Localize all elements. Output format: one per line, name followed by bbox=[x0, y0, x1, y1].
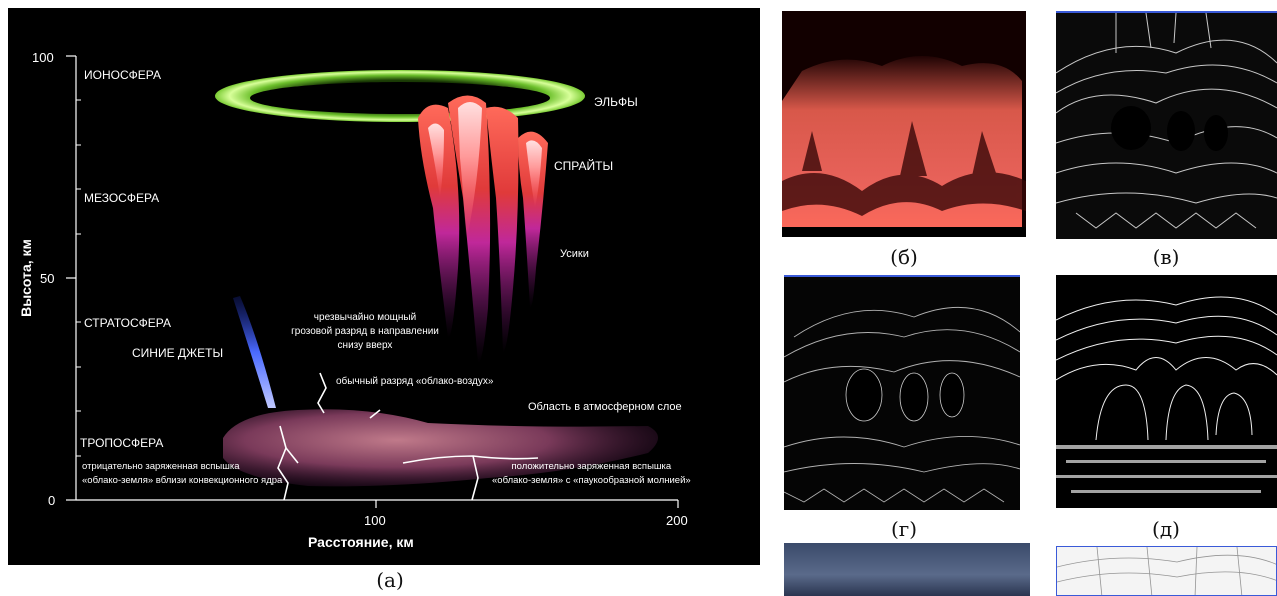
blue-jet-shape bbox=[233, 296, 276, 408]
layer-mesosphere: МЕЗОСФЕРА bbox=[84, 191, 160, 205]
caption-a: (a) bbox=[376, 568, 404, 592]
note-gigantic-jet-line1: чрезвычайно мощный bbox=[313, 312, 417, 323]
note-gigantic-jet-line2: грозовой разряд в направлении bbox=[291, 326, 439, 337]
note-positive-flash-line2: «облако-земля» с «паукообразной молнией» bbox=[492, 475, 691, 486]
x-axis-title: Расстояние, км bbox=[308, 534, 414, 550]
lightning-bolts bbox=[277, 372, 539, 501]
panel-g-partial-edge-map bbox=[1056, 546, 1277, 596]
thundercloud-shape bbox=[223, 409, 658, 487]
contour-map-e-image bbox=[1056, 275, 1277, 508]
atmosphere-illustration bbox=[66, 55, 679, 508]
panel-f-partial-photo bbox=[784, 543, 1030, 596]
note-gigantic-jet-line3: снизу вверх bbox=[337, 340, 393, 351]
caption-c: (в) bbox=[1152, 245, 1180, 269]
x-tick-label-100: 100 bbox=[364, 513, 386, 528]
x-tick-label-200: 200 bbox=[666, 513, 688, 528]
note-positive-flash: положительно заряженная вспышка «облако-… bbox=[492, 460, 691, 488]
panel-b-sprite-photo bbox=[782, 11, 1026, 237]
layer-ionosphere: ИОНОСФЕРА bbox=[84, 68, 161, 82]
note-negative-flash-line1: отрицательно заряженная вспышка bbox=[82, 461, 240, 472]
layer-stratosphere: СТРАТОСФЕРА bbox=[84, 316, 171, 330]
caption-b: (б) bbox=[890, 245, 918, 269]
note-gigantic-jet: чрезвычайно мощный грозовой разряд в нап… bbox=[260, 311, 470, 353]
edge-map-d-image bbox=[784, 277, 1020, 510]
sprites-shape bbox=[418, 95, 548, 363]
partial-edge-map-image bbox=[1057, 547, 1276, 595]
caption-e: (д) bbox=[1152, 517, 1180, 541]
atmosphere-diagram: 100 50 0 100 200 Расстояние, км Высота, … bbox=[8, 8, 760, 565]
y-tick-label-50: 50 bbox=[40, 271, 55, 286]
y-tick-label-100: 100 bbox=[32, 50, 54, 65]
note-cloud-to-air: обычный разряд «облако-воздух» bbox=[336, 376, 494, 387]
label-blue-jets: СИНИЕ ДЖЕТЫ bbox=[132, 346, 224, 360]
y-tick-label-0: 0 bbox=[48, 493, 56, 508]
caption-d: (г) bbox=[890, 517, 918, 541]
layer-troposphere: ТРОПОСФЕРА bbox=[80, 436, 164, 450]
panel-c-edge-map bbox=[1056, 11, 1277, 239]
note-negative-flash-line2: «облако-земля» вблизи конвекционного ядр… bbox=[82, 475, 283, 486]
edge-map-c-image bbox=[1056, 13, 1277, 239]
panel-e-contour-map bbox=[1056, 275, 1277, 508]
y-minor-ticks bbox=[76, 99, 81, 457]
label-tendrils: Усики bbox=[560, 248, 589, 260]
panel-d-edge-map bbox=[784, 275, 1020, 510]
note-negative-flash: отрицательно заряженная вспышка «облако-… bbox=[82, 460, 282, 488]
note-atmosphere-region: Область в атмосферном слое bbox=[528, 401, 682, 413]
sprite-photo-image bbox=[782, 11, 1026, 237]
label-sprites: СПРАЙТЫ bbox=[554, 159, 614, 173]
note-positive-flash-line1: положительно заряженная вспышка bbox=[511, 461, 672, 472]
y-axis-title: Высота, км bbox=[18, 239, 34, 317]
label-elves: ЭЛЬФЫ bbox=[594, 95, 638, 109]
